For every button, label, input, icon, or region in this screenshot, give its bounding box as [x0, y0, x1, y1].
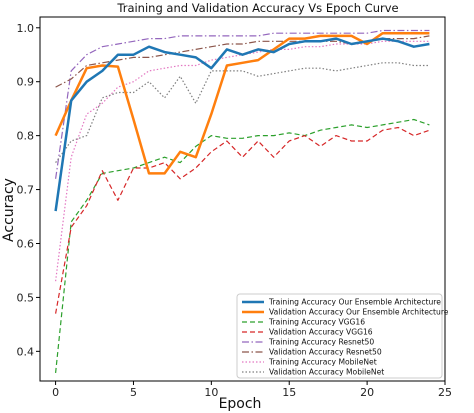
series-line-1 [54, 37, 430, 212]
legend-entry: Validation Accuracy MobileNet [269, 368, 384, 377]
y-tick-label: 0.7 [17, 184, 35, 197]
series-line-5 [55, 29, 430, 179]
x-axis-label: Epoch [219, 396, 262, 412]
x-tick-label: 10 [204, 386, 218, 399]
ticks-layer: 0 5 10 15 20 25 0.4 0.5 0.6 0.7 0.8 0.9 1.0 [17, 22, 453, 399]
legend-entry: Training Accuracy Resnet50 [268, 338, 374, 347]
legend-box [236, 293, 443, 379]
series-line-7 [55, 40, 430, 282]
y-tick-label: 0.5 [17, 291, 35, 304]
y-tick-label: 1.0 [17, 22, 35, 35]
legend-entry: Training Accuracy MobileNet [268, 358, 377, 367]
legend: Training Accuracy Our Ensemble Architect… [236, 293, 449, 379]
series-line-3 [55, 118, 430, 373]
x-tick-label: 20 [360, 386, 374, 399]
x-tick-label: 0 [52, 386, 59, 399]
legend-entry: Validation Accuracy VGG16 [269, 328, 373, 337]
y-tick-label: 0.4 [17, 345, 35, 358]
x-tick-label: 15 [282, 386, 296, 399]
plot-frame [39, 16, 446, 382]
y-tick-label: 0.8 [17, 130, 35, 143]
series-line-2 [54, 31, 430, 175]
series-line-4 [55, 126, 430, 314]
y-tick-label: 0.9 [17, 76, 35, 89]
legend-entry: Validation Accuracy Our Ensemble Archite… [269, 308, 449, 317]
legend-entry: Training Accuracy VGG16 [268, 318, 365, 327]
y-axis-label: Accuracy [1, 178, 17, 242]
legend-entry: Validation Accuracy Resnet50 [269, 348, 382, 357]
x-tick-label: 25 [438, 386, 452, 399]
y-tick-label: 0.6 [17, 237, 35, 250]
series-line-8 [55, 62, 430, 163]
chart-title: Training and Validation Accuracy Vs Epoc… [116, 1, 398, 15]
x-tick-label: 5 [130, 386, 137, 399]
legend-entry: Training Accuracy Our Ensemble Architect… [268, 298, 441, 307]
series-layer [54, 29, 430, 373]
